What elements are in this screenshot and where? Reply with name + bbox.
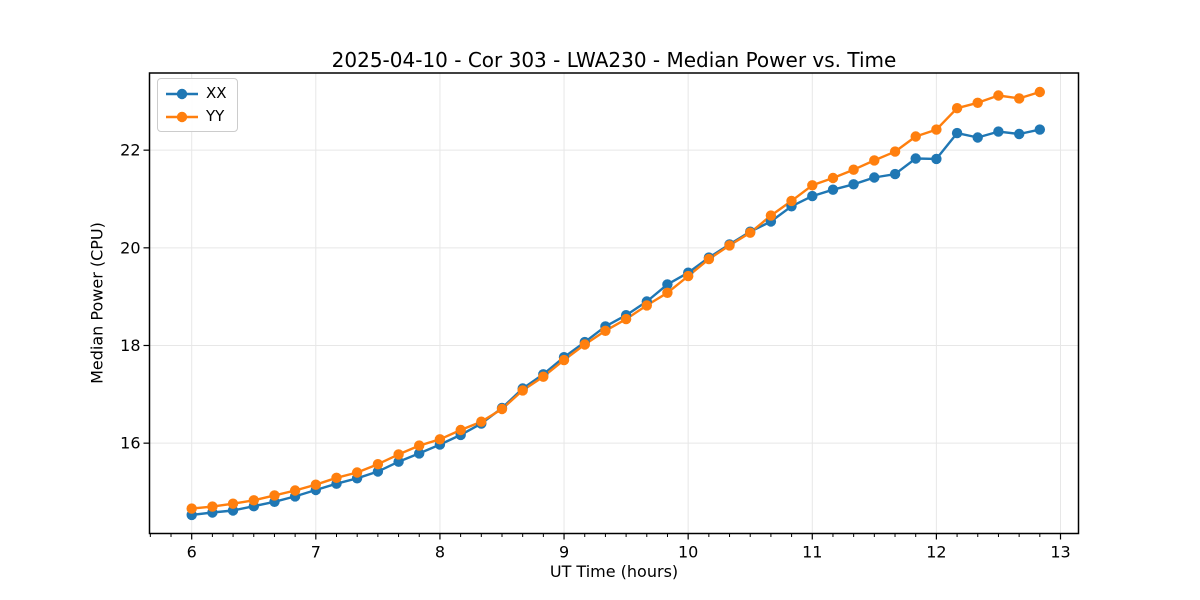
data-point-xx xyxy=(848,179,859,190)
data-point-yy xyxy=(972,97,983,109)
x-tick-label: 8 xyxy=(435,543,445,562)
data-point-xx xyxy=(372,466,384,477)
data-point-yy xyxy=(331,472,342,483)
data-point-yy xyxy=(745,227,756,238)
data-point-xx xyxy=(393,456,404,467)
x-tick-label: 13 xyxy=(1050,543,1070,562)
data-point-yy xyxy=(269,490,280,501)
data-point-yy xyxy=(951,103,963,114)
data-point-yy xyxy=(517,385,528,396)
data-point-yy xyxy=(496,403,508,415)
data-point-xx xyxy=(807,190,818,202)
series-line-xx xyxy=(191,128,1041,517)
y-tick-label: 16 xyxy=(120,434,140,453)
data-point-yy xyxy=(476,416,487,427)
data-point-xx xyxy=(931,153,942,165)
legend-label-yy: YY xyxy=(206,107,225,125)
data-point-yy xyxy=(620,313,632,325)
legend: XX YY xyxy=(157,78,238,132)
x-tick-label: 7 xyxy=(311,543,321,562)
data-point-yy xyxy=(455,424,466,436)
data-point-yy xyxy=(683,270,694,282)
data-point-xx xyxy=(889,168,901,180)
legend-line-marker-icon xyxy=(166,88,198,99)
legend-item-yy: YY xyxy=(165,107,227,126)
data-point-yy xyxy=(869,155,880,166)
data-point-yy xyxy=(931,124,942,135)
y-axis-label: Median Power (CPU) xyxy=(87,222,107,384)
data-point-yy xyxy=(786,195,797,207)
data-point-yy xyxy=(1034,86,1046,98)
data-point-xx xyxy=(869,172,880,183)
plot-border xyxy=(148,72,1080,535)
data-point-yy xyxy=(600,325,611,336)
data-point-xx xyxy=(662,279,673,290)
data-point-yy xyxy=(993,90,1004,101)
data-point-yy xyxy=(1014,93,1025,104)
data-point-yy xyxy=(724,240,735,251)
legend-item-xx: XX xyxy=(165,84,227,103)
data-point-yy xyxy=(351,467,363,478)
data-point-xx xyxy=(910,153,921,164)
legend-line-marker-icon xyxy=(166,111,198,122)
chart-title: 2025-04-10 - Cor 303 - LWA230 - Median P… xyxy=(331,48,897,72)
x-tick-label: 6 xyxy=(187,543,197,562)
data-point-yy xyxy=(765,210,777,221)
data-point-yy xyxy=(807,180,818,191)
x-tick-label: 9 xyxy=(559,543,569,562)
data-point-yy xyxy=(186,503,197,514)
data-point-xx xyxy=(414,448,425,459)
data-point-yy xyxy=(827,172,839,184)
data-point-yy xyxy=(703,253,715,265)
data-point-yy xyxy=(538,371,549,382)
data-point-yy xyxy=(434,434,446,445)
data-point-yy xyxy=(641,300,652,311)
y-tick-label: 22 xyxy=(120,141,140,160)
data-point-yy xyxy=(393,449,404,460)
data-point-xx xyxy=(1034,124,1046,135)
y-tick-label: 18 xyxy=(120,336,140,355)
data-point-xx xyxy=(827,184,839,195)
data-point-yy xyxy=(248,495,259,506)
data-point-yy xyxy=(662,287,673,298)
data-point-yy xyxy=(579,339,590,350)
data-point-yy xyxy=(227,498,239,509)
data-point-xx xyxy=(972,132,983,143)
data-point-yy xyxy=(372,459,384,470)
data-point-yy xyxy=(414,440,425,451)
data-point-yy xyxy=(207,501,218,512)
data-point-yy xyxy=(889,146,901,157)
x-axis-label: UT Time (hours) xyxy=(549,562,679,581)
data-point-xx xyxy=(993,126,1004,137)
legend-label-xx: XX xyxy=(206,84,227,102)
y-tick-label: 20 xyxy=(120,238,140,257)
x-tick-label: 11 xyxy=(802,543,822,562)
data-point-xx xyxy=(951,127,963,139)
data-point-yy xyxy=(558,354,570,366)
x-tick-label: 10 xyxy=(678,543,698,562)
data-point-yy xyxy=(848,164,859,175)
data-point-yy xyxy=(910,131,921,142)
data-point-xx xyxy=(1014,128,1025,140)
x-tick-label: 12 xyxy=(926,543,946,562)
data-point-yy xyxy=(289,485,301,496)
data-point-yy xyxy=(310,479,321,490)
